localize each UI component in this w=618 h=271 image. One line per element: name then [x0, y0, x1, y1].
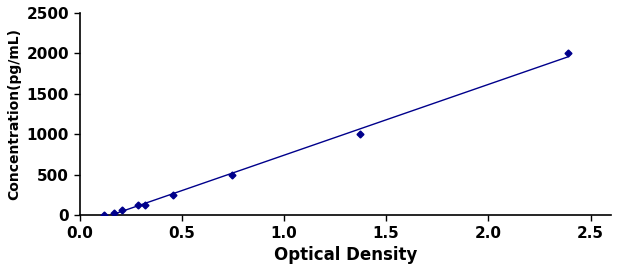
X-axis label: Optical Density: Optical Density [274, 246, 417, 264]
Y-axis label: Concentration(pg/mL): Concentration(pg/mL) [7, 28, 21, 200]
